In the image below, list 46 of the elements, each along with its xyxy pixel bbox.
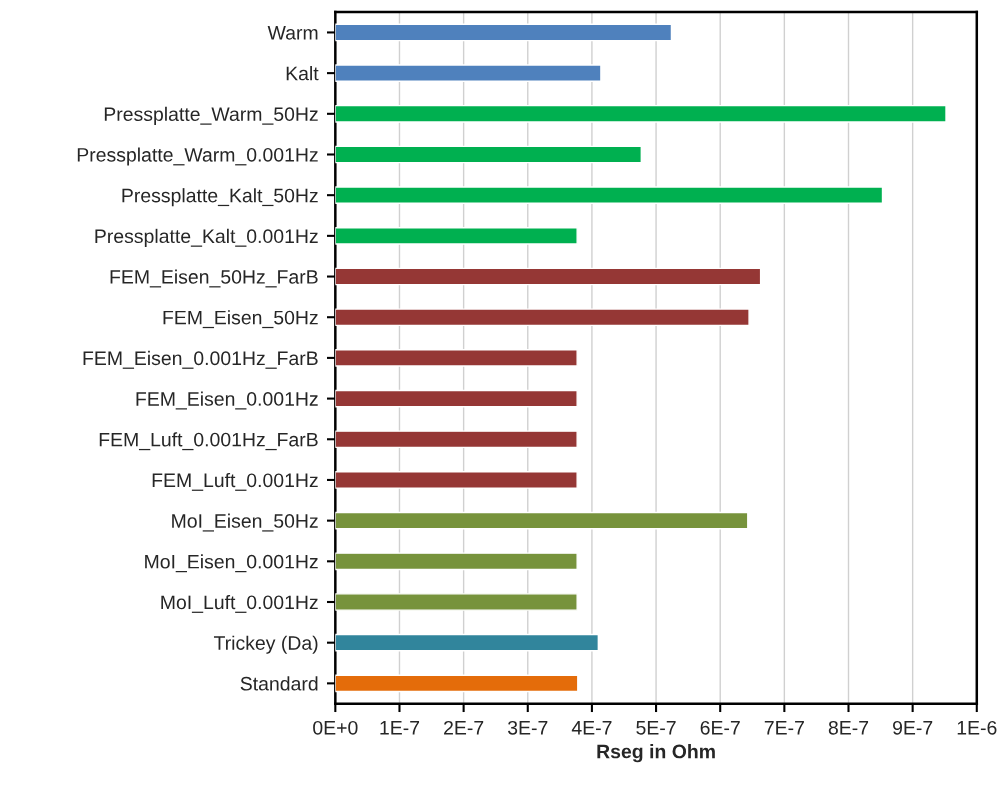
y-tick-label: MoI_Luft_0.001Hz	[161, 594, 318, 613]
bar	[335, 145, 643, 164]
y-tick-label: Standard	[240, 676, 318, 691]
y-tick-label: Trickey (Da)	[213, 635, 318, 654]
y-tick-label: FEM_Eisen_0.001Hz	[136, 391, 318, 410]
x-tick-label: 1E-6	[957, 720, 997, 735]
bar	[335, 267, 762, 286]
bar	[335, 64, 602, 82]
y-tick-label: Pressplatte_Kalt_50Hz	[122, 188, 318, 207]
bar	[335, 552, 578, 571]
bar	[335, 633, 600, 652]
y-tick-label: FEM_Eisen_50Hz	[163, 310, 318, 329]
bar	[335, 349, 578, 367]
y-tick-label: FEM_Eisen_0.001Hz_FarB	[83, 350, 318, 369]
bar	[335, 104, 947, 123]
x-tick-label: 4E-7	[571, 721, 612, 735]
y-tick-label: FEM_Luft_0.001Hz	[152, 472, 318, 491]
y-tick-label: Kalt	[286, 66, 319, 81]
y-tick-label: FEM_Luft_0.001Hz_FarB	[99, 432, 318, 451]
bar	[335, 227, 578, 245]
bar	[335, 389, 578, 408]
x-tick-label: 7E-7	[764, 721, 804, 735]
y-tick-label: Pressplatte_Kalt_0.001Hz	[95, 228, 318, 247]
x-tick-label: 6E-7	[700, 720, 740, 735]
bar	[335, 186, 884, 205]
y-tick-label: Pressplatte_Warm_0.001Hz	[77, 147, 318, 166]
y-tick-label: Pressplatte_Warm_50Hz	[104, 106, 318, 125]
x-tick-label: 9E-7	[893, 720, 933, 735]
bar	[335, 674, 579, 693]
bar	[335, 430, 578, 449]
y-tick-label: MoI_Eisen_0.001Hz	[145, 554, 318, 573]
x-tick-label: 2E-7	[444, 720, 484, 735]
x-tick-label: 8E-7	[828, 720, 869, 735]
x-tick-label: 3E-7	[507, 720, 548, 735]
y-tick-label: Warm	[267, 26, 318, 40]
bar	[335, 23, 673, 42]
bar	[335, 593, 578, 611]
y-tick-label: MoI_Eisen_50Hz	[172, 513, 318, 532]
bar	[335, 471, 578, 489]
y-tick-label: FEM_Eisen_50Hz_FarB	[110, 269, 318, 288]
x-tick-label: 5E-7	[636, 721, 676, 735]
x-tick-label: 0E+0	[313, 720, 358, 735]
bar	[335, 511, 749, 530]
x-tick-label: 1E-7	[380, 721, 420, 735]
x-axis-title: Rseg in Ohm	[597, 744, 715, 763]
bar	[335, 308, 750, 327]
